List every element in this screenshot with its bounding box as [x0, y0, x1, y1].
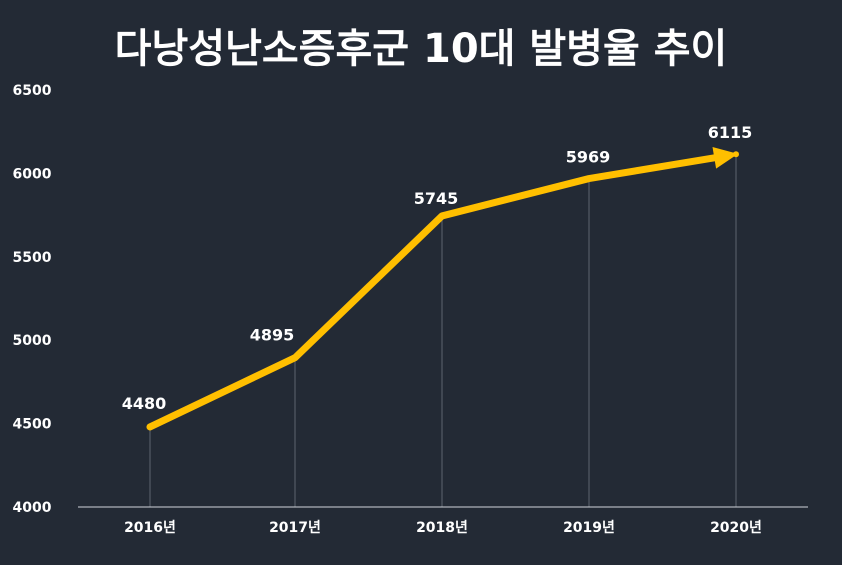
data-label: 5745: [414, 189, 459, 208]
x-tick-label: 2018년: [416, 520, 468, 536]
data-point: [292, 354, 298, 361]
data-point: [147, 423, 153, 430]
x-tick-label: 2016년: [124, 520, 176, 536]
data-points: [147, 151, 739, 430]
x-tick-label: 2019년: [563, 520, 615, 536]
y-tick-label: 4000: [13, 500, 52, 516]
data-label: 4480: [122, 394, 167, 413]
x-tick-label: 2020년: [710, 520, 762, 536]
data-label: 6115: [708, 123, 753, 142]
drop-lines: [149, 154, 737, 507]
arrow-head-icon: [712, 146, 738, 169]
y-tick-label: 5000: [13, 333, 52, 349]
y-axis-ticks: 4000 4500 5000 5500 6000 6500: [13, 83, 52, 516]
y-tick-label: 6500: [13, 83, 52, 99]
x-axis-ticks: 2016년 2017년 2018년 2019년 2020년: [124, 520, 762, 536]
data-labels: 4480 4895 5745 5969 6115: [122, 123, 753, 413]
y-tick-label: 5500: [13, 250, 52, 266]
data-label: 5969: [566, 148, 611, 167]
data-point: [586, 175, 592, 182]
data-point: [439, 212, 445, 219]
y-tick-label: 6000: [13, 166, 52, 182]
data-point: [733, 151, 739, 158]
chart-title: 다낭성난소증후군 10대 발병율 추이: [115, 26, 728, 72]
x-tick-label: 2017년: [269, 520, 321, 536]
y-tick-label: 4500: [13, 417, 52, 433]
data-label: 4895: [250, 326, 295, 345]
